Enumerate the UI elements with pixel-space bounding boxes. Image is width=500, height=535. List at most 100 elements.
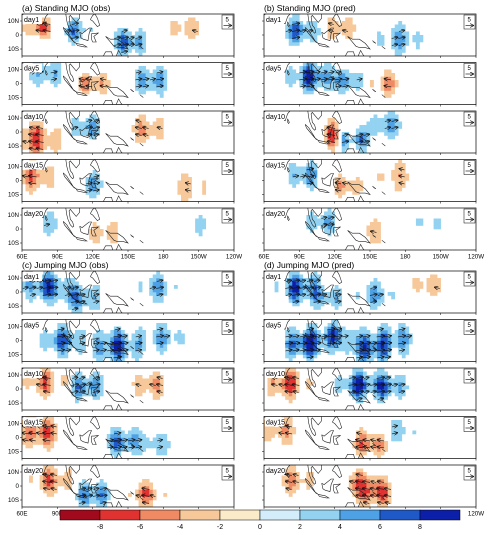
reference-vector-label: 5	[226, 18, 230, 24]
anomaly-cell	[295, 170, 300, 174]
anomaly-cell	[334, 285, 339, 289]
anomaly-cell	[362, 500, 367, 504]
anomaly-cell	[295, 333, 300, 338]
anomaly-cell	[32, 73, 37, 77]
anomaly-cell	[99, 354, 104, 359]
coastline	[75, 43, 88, 48]
wind-vector	[43, 23, 51, 24]
anomaly-cell	[415, 281, 420, 286]
reference-vector-label: 5	[468, 275, 472, 281]
anomaly-cell	[327, 118, 332, 122]
anomaly-cell	[377, 375, 381, 379]
day-label-box	[265, 160, 284, 170]
anomaly-cell	[317, 274, 321, 279]
anomaly-cell	[173, 337, 178, 341]
anomaly-cell	[36, 24, 40, 29]
anomaly-cell	[299, 351, 304, 355]
anomaly-cell	[113, 42, 118, 46]
anomaly-cell	[159, 333, 164, 338]
coastline	[91, 435, 99, 445]
anomaly-cell	[159, 121, 164, 126]
anomaly-cell	[398, 187, 403, 192]
anomaly-cell	[313, 35, 318, 39]
anomaly-cell	[25, 180, 30, 185]
anomaly-cell	[32, 128, 37, 133]
anomaly-cell	[138, 389, 143, 393]
wind-vector	[391, 120, 398, 121]
anomaly-cell	[64, 382, 69, 386]
anomaly-cell	[39, 149, 44, 153]
anomaly-cell	[366, 434, 371, 438]
anomaly-cell	[142, 486, 146, 490]
anomaly-cell	[398, 347, 403, 352]
wind-vector	[335, 190, 342, 191]
coastline	[105, 84, 129, 99]
anomaly-cell	[135, 337, 139, 341]
day-label-box	[265, 63, 284, 73]
anomaly-cell	[288, 368, 293, 372]
wind-vector	[142, 502, 150, 503]
anomaly-cell	[274, 281, 279, 286]
anomaly-cell	[53, 468, 58, 473]
anomaly-cell	[338, 90, 343, 95]
coastline	[91, 338, 99, 348]
anomaly-cell	[288, 17, 293, 22]
anomaly-cell	[331, 337, 335, 341]
anomaly-cell	[43, 378, 48, 383]
anomaly-cell	[113, 330, 118, 334]
anomaly-cell	[338, 173, 343, 178]
anomaly-cell	[75, 371, 79, 376]
anomaly-cell	[317, 80, 321, 84]
anomaly-cell	[362, 132, 367, 136]
anomaly-cell	[25, 378, 30, 383]
anomaly-cell	[142, 493, 146, 497]
wind-vector	[93, 134, 99, 135]
anomaly-cell	[309, 87, 314, 91]
anomaly-cell	[391, 340, 396, 345]
anomaly-cell	[46, 184, 51, 188]
anomaly-cell	[156, 87, 161, 91]
anomaly-cell	[373, 281, 378, 286]
anomaly-cell	[359, 479, 364, 483]
anomaly-cell	[159, 285, 164, 289]
anomaly-cell	[394, 31, 399, 36]
anomaly-cell	[39, 35, 44, 39]
anomaly-cell	[166, 444, 171, 449]
anomaly-cell	[92, 292, 97, 296]
anomaly-cell	[142, 42, 146, 46]
wind-vector	[65, 30, 71, 31]
coastline	[345, 148, 355, 153]
anomaly-cell	[113, 35, 118, 39]
anomaly-cell	[202, 218, 207, 223]
anomaly-cell	[359, 132, 364, 136]
anomaly-cell	[370, 333, 374, 338]
anomaly-cell	[394, 420, 399, 424]
anomaly-cell	[29, 173, 33, 178]
anomaly-cell	[29, 125, 33, 129]
anomaly-cell	[380, 392, 385, 397]
anomaly-cell	[295, 389, 300, 393]
wind-vector	[313, 79, 321, 80]
anomaly-cell	[285, 396, 290, 400]
anomaly-cell	[313, 225, 318, 230]
wind-vector	[71, 23, 79, 24]
anomaly-cell	[412, 35, 417, 39]
anomaly-cell	[96, 496, 101, 501]
anomaly-cell	[149, 486, 154, 490]
wind-vector	[120, 343, 128, 344]
anomaly-cell	[135, 330, 139, 334]
anomaly-cell	[156, 330, 161, 334]
anomaly-cell	[43, 299, 48, 303]
anomaly-cell	[120, 354, 125, 359]
wind-vector	[79, 377, 84, 378]
anomaly-cell	[110, 344, 115, 348]
anomaly-cell	[327, 225, 332, 230]
anomaly-cell	[78, 31, 83, 36]
anomaly-cell	[398, 49, 403, 53]
colorbar-segment	[59, 509, 101, 521]
wind-vector	[299, 287, 306, 288]
anomaly-cell	[67, 31, 72, 36]
anomaly-cell	[387, 347, 392, 352]
coastline	[103, 148, 113, 153]
reference-vector-label: 5	[468, 212, 472, 218]
